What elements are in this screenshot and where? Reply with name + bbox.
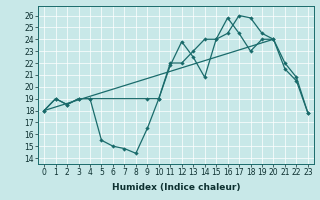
- X-axis label: Humidex (Indice chaleur): Humidex (Indice chaleur): [112, 183, 240, 192]
